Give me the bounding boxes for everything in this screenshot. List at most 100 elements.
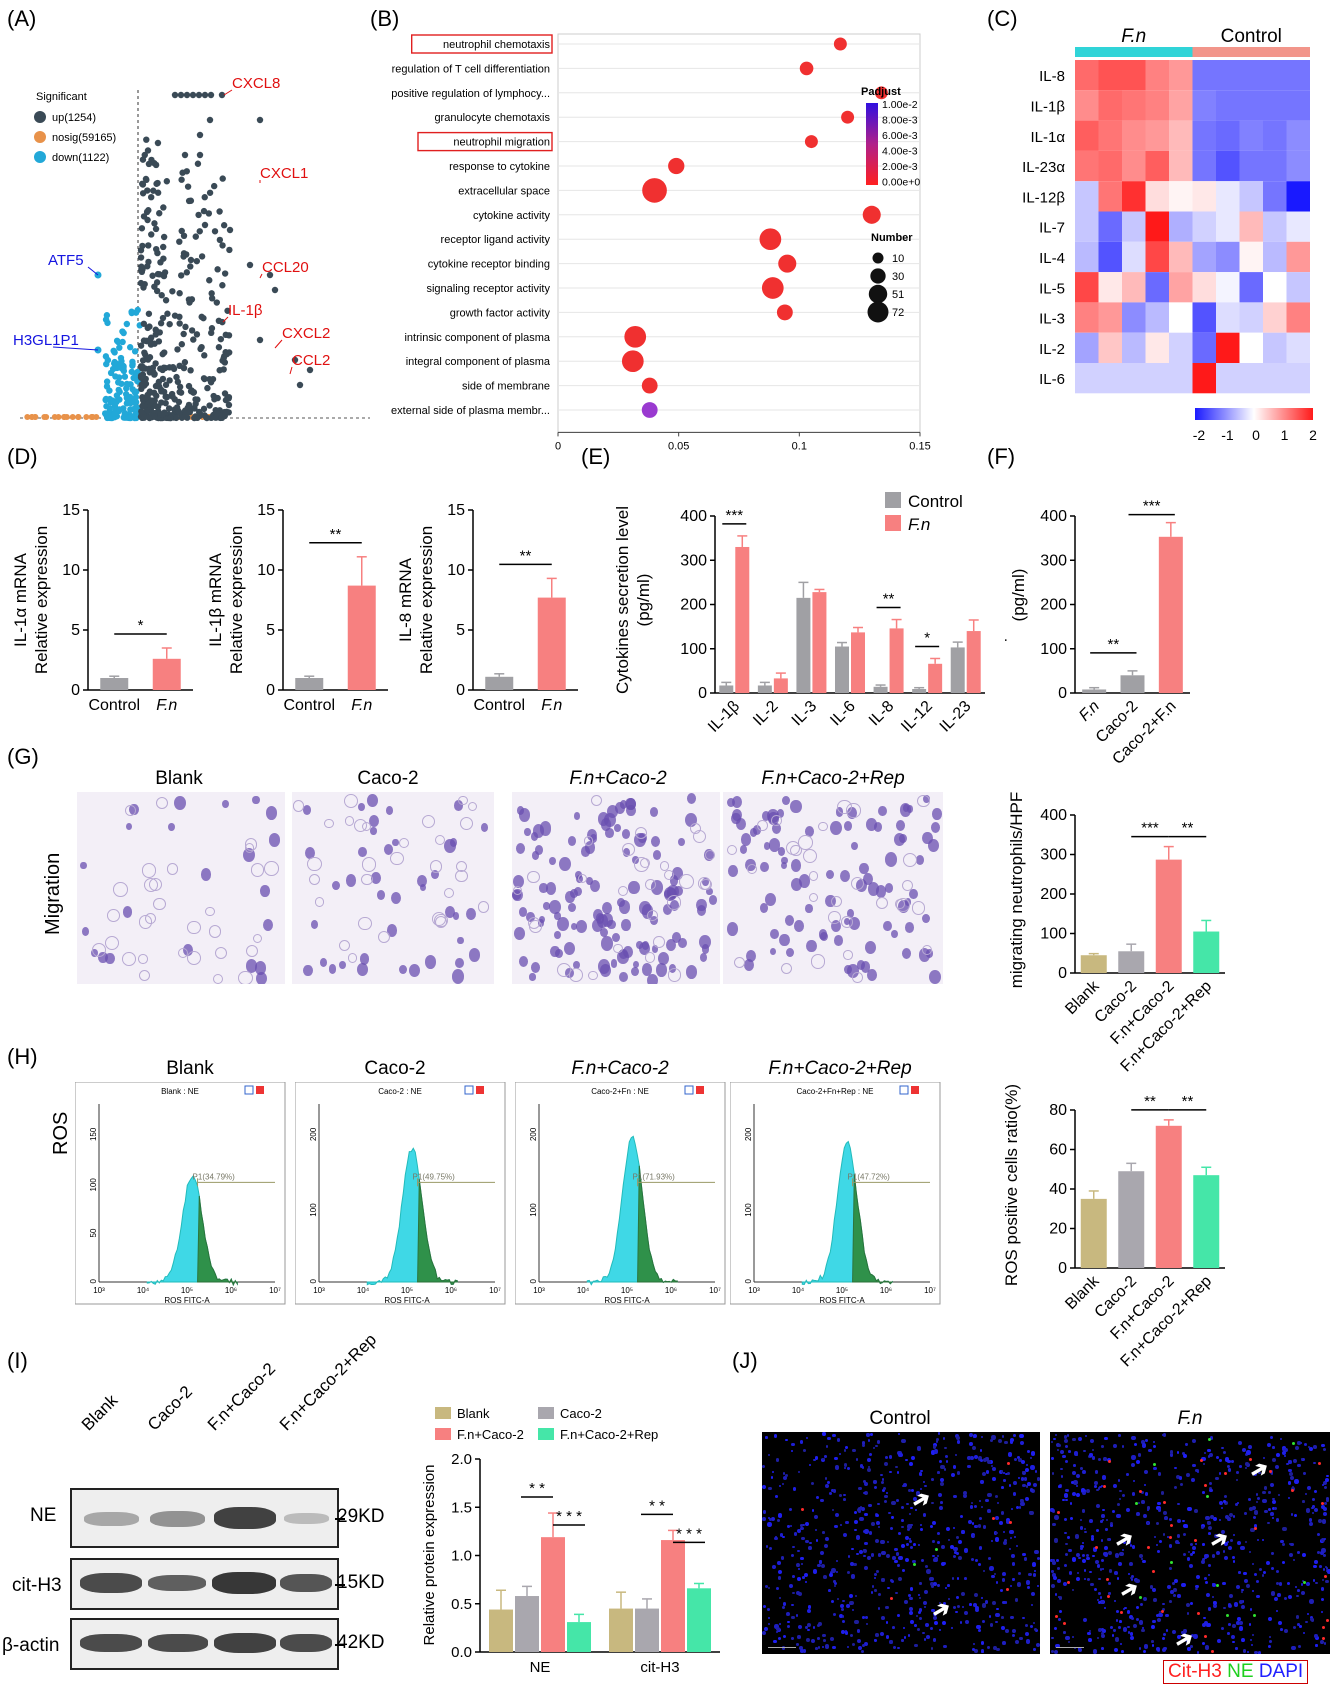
neutrophil-cell bbox=[666, 939, 677, 952]
dapi-nucleus bbox=[849, 1561, 854, 1566]
dapi-nucleus bbox=[1098, 1601, 1101, 1604]
dapi-nucleus bbox=[1195, 1468, 1199, 1472]
dapi-nucleus bbox=[1123, 1607, 1126, 1610]
neutrophil-cell bbox=[769, 948, 776, 956]
volcano-point-up bbox=[188, 327, 196, 334]
panel-label-b: (B) bbox=[370, 6, 400, 31]
dapi-nucleus bbox=[1246, 1450, 1251, 1455]
dapi-nucleus bbox=[1115, 1514, 1120, 1518]
dapi-nucleus bbox=[1270, 1482, 1275, 1487]
bubble-point bbox=[776, 304, 793, 321]
neutrophil-cell bbox=[901, 947, 912, 959]
neutrophil-cell bbox=[534, 845, 543, 856]
pore bbox=[459, 817, 473, 831]
volcano-point-up bbox=[190, 389, 198, 396]
pore bbox=[149, 877, 163, 891]
dapi-nucleus bbox=[909, 1538, 912, 1541]
dapi-nucleus bbox=[768, 1486, 773, 1491]
dapi-nucleus bbox=[1325, 1579, 1329, 1584]
dapi-nucleus bbox=[781, 1605, 785, 1609]
dapi-nucleus bbox=[1000, 1589, 1004, 1593]
volcano-point-up bbox=[181, 359, 189, 366]
dapi-nucleus bbox=[945, 1586, 948, 1589]
neutrophil-cell bbox=[763, 842, 770, 850]
volcano-point-up bbox=[141, 349, 148, 356]
dapi-nucleus bbox=[1109, 1522, 1114, 1526]
dapi-nucleus bbox=[1080, 1488, 1085, 1493]
dapi-nucleus bbox=[800, 1556, 804, 1561]
dapi-nucleus bbox=[1241, 1637, 1246, 1642]
volcano-point-up bbox=[192, 233, 199, 240]
dapi-nucleus bbox=[1032, 1621, 1036, 1625]
dapi-nucleus bbox=[1129, 1614, 1134, 1619]
neutrophil-cell bbox=[619, 900, 631, 914]
dapi-nucleus bbox=[1239, 1626, 1244, 1631]
volcano-point-up bbox=[152, 402, 159, 410]
bubble-x-tick-label: 0.15 bbox=[909, 440, 930, 452]
dapi-nucleus bbox=[1188, 1563, 1193, 1568]
dapi-nucleus bbox=[908, 1611, 913, 1616]
dapi-nucleus bbox=[1051, 1636, 1054, 1640]
dapi-nucleus bbox=[782, 1471, 786, 1475]
dapi-nucleus bbox=[1220, 1627, 1224, 1630]
dapi-nucleus bbox=[944, 1446, 947, 1450]
dapi-nucleus bbox=[956, 1577, 959, 1580]
dapi-nucleus bbox=[925, 1623, 929, 1628]
dapi-nucleus bbox=[1305, 1620, 1308, 1624]
volcano-legend-label: nosig(59165) bbox=[52, 132, 116, 144]
bar bbox=[489, 1609, 513, 1652]
dapi-nucleus bbox=[814, 1456, 819, 1460]
dapi-nucleus bbox=[877, 1502, 880, 1506]
dapi-nucleus bbox=[1178, 1476, 1182, 1480]
pore bbox=[353, 818, 368, 833]
dapi-nucleus bbox=[1159, 1611, 1162, 1614]
neutrophil-cell bbox=[589, 879, 600, 892]
volcano-point-up bbox=[195, 211, 202, 219]
dapi-nucleus bbox=[776, 1560, 781, 1565]
dapi-nucleus bbox=[856, 1552, 859, 1556]
dapi-nucleus bbox=[938, 1493, 943, 1498]
flow-gate-label: P1(47.72%) bbox=[848, 1172, 891, 1181]
dapi-nucleus bbox=[1248, 1445, 1253, 1449]
dapi-nucleus bbox=[870, 1553, 875, 1557]
dapi-nucleus bbox=[852, 1448, 856, 1453]
heatmap-cell bbox=[1145, 363, 1169, 394]
volcano-label-leader bbox=[52, 346, 99, 351]
dapi-nucleus bbox=[1010, 1616, 1014, 1620]
neutrophil-cell bbox=[658, 951, 670, 966]
flow-x-tick-label: 10³ bbox=[533, 1286, 545, 1295]
heatmap-cell bbox=[1286, 150, 1310, 182]
heatmap-row-label: IL-5 bbox=[1039, 280, 1065, 297]
neutrophil-cell bbox=[759, 903, 768, 914]
neutrophil-cell bbox=[768, 838, 780, 853]
dapi-nucleus bbox=[982, 1569, 986, 1573]
number-legend-label: 51 bbox=[892, 289, 904, 301]
dapi-nucleus bbox=[1034, 1629, 1038, 1633]
dapi-nucleus bbox=[789, 1583, 794, 1588]
dapi-nucleus bbox=[1153, 1598, 1157, 1602]
dapi-nucleus bbox=[1118, 1434, 1122, 1437]
pore bbox=[347, 953, 358, 964]
dapi-nucleus bbox=[997, 1502, 1000, 1505]
dapi-nucleus bbox=[995, 1647, 1000, 1652]
dapi-nucleus bbox=[894, 1547, 899, 1552]
dapi-nucleus bbox=[970, 1455, 975, 1460]
dapi-nucleus bbox=[1288, 1543, 1291, 1546]
dapi-nucleus bbox=[1312, 1511, 1315, 1514]
neutrophil-cell bbox=[513, 875, 525, 889]
volcano-point-up bbox=[213, 299, 221, 306]
legend-swatch bbox=[435, 1428, 451, 1440]
dapi-nucleus bbox=[1004, 1440, 1008, 1445]
dapi-nucleus bbox=[991, 1574, 995, 1579]
dapi-nucleus bbox=[1209, 1481, 1213, 1486]
dapi-nucleus bbox=[939, 1460, 943, 1464]
dapi-nucleus bbox=[797, 1567, 801, 1571]
volcano-point-up bbox=[216, 208, 223, 215]
dapi-nucleus bbox=[1065, 1489, 1069, 1493]
dapi-nucleus bbox=[864, 1542, 868, 1546]
pore bbox=[91, 943, 107, 958]
volcano-point-down bbox=[121, 373, 129, 380]
neutrophil-cell bbox=[632, 961, 640, 969]
dapi-nucleus bbox=[1176, 1450, 1180, 1454]
